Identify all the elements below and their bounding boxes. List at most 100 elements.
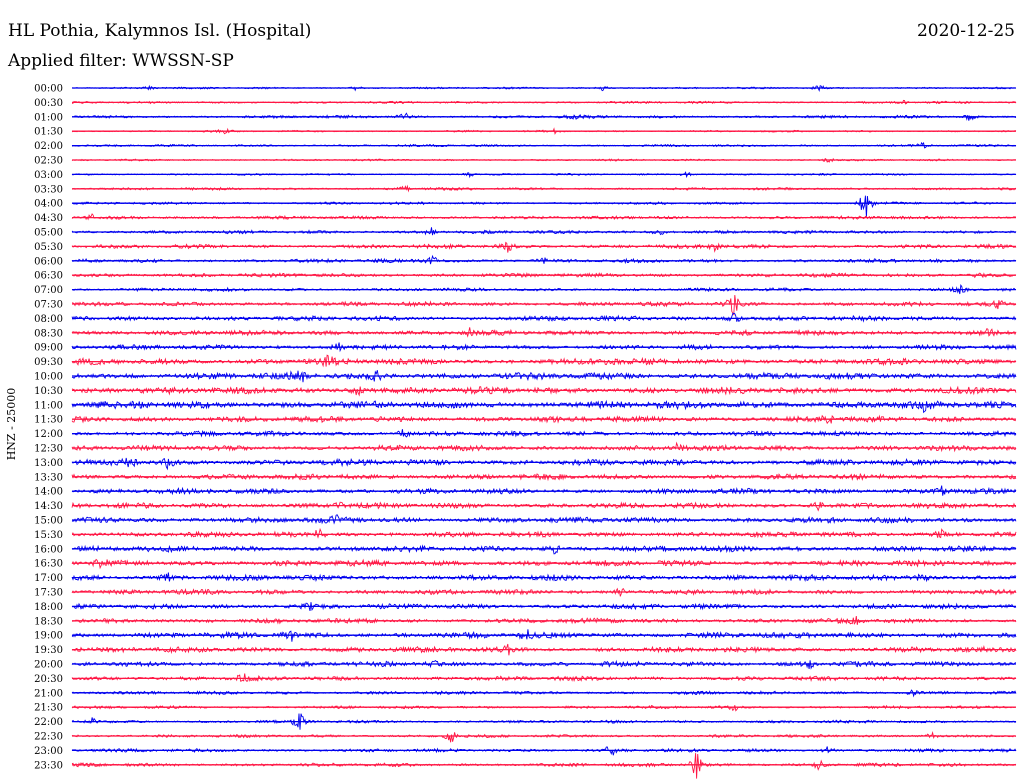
- record-date: 2020-12-25: [916, 21, 1015, 41]
- time-tick-label: 05:00: [34, 228, 63, 239]
- seismic-trace-line: [71, 441, 1017, 453]
- time-tick-label: 03:30: [34, 184, 63, 195]
- seismic-trace-line: [71, 713, 1017, 730]
- seismic-trace-line: [71, 272, 1017, 279]
- seismic-trace-line: [71, 643, 1017, 656]
- time-tick-label: 14:00: [34, 487, 63, 498]
- time-tick-label: 07:30: [34, 300, 63, 311]
- time-tick-label: 23:00: [34, 746, 63, 757]
- time-tick-label: 23:30: [34, 760, 63, 771]
- seismic-trace-line: [71, 213, 1016, 221]
- seismic-trace-line: [71, 704, 1016, 712]
- seismic-trace-line: [71, 572, 1017, 583]
- time-tick-label: 16:30: [34, 559, 63, 570]
- seismic-trace-line: [71, 616, 1017, 625]
- time-tick-label: 09:30: [34, 357, 63, 368]
- seismic-trace-line: [71, 501, 1017, 512]
- time-tick-label: 16:00: [34, 544, 63, 555]
- time-tick-label: 22:30: [34, 732, 63, 743]
- seismic-trace-line: [71, 241, 1017, 253]
- time-tick-label: 17:30: [34, 588, 63, 599]
- seismic-trace-line: [71, 429, 1017, 438]
- seismic-trace-line: [71, 171, 1017, 179]
- time-tick-label: 15:30: [34, 530, 63, 541]
- time-tick-label: 01:00: [34, 112, 63, 123]
- seismic-trace-line: [71, 370, 1017, 383]
- time-tick-label: 11:30: [34, 415, 63, 426]
- seismic-trace-line: [71, 659, 1017, 670]
- seismic-trace-line: [71, 385, 1017, 397]
- time-tick-label: 02:30: [34, 156, 63, 167]
- seismic-trace-line: [71, 283, 1017, 295]
- time-tick-label: 08:00: [34, 314, 63, 325]
- seismic-trace-line: [71, 141, 1017, 149]
- seismic-trace-line: [71, 457, 1017, 471]
- time-tick-label: 20:00: [34, 660, 63, 671]
- seismic-trace-line: [71, 673, 1017, 682]
- time-tick-label: 04:30: [34, 213, 63, 224]
- seismic-trace-line: [71, 689, 1017, 698]
- seismic-trace-line: [71, 184, 1017, 193]
- seismic-trace-line: [71, 295, 1017, 316]
- time-tick-label: 18:00: [34, 602, 63, 613]
- seismic-trace-line: [71, 753, 1017, 779]
- time-tick-label: 21:00: [34, 688, 63, 699]
- seismic-trace-line: [71, 485, 1017, 496]
- time-tick-label: 00:00: [34, 84, 63, 95]
- seismic-trace-line: [72, 99, 1017, 105]
- time-tick-label: 22:00: [34, 717, 63, 728]
- time-tick-label: 10:00: [34, 372, 63, 383]
- seismic-trace-line: [71, 629, 1017, 642]
- time-tick-label: 19:00: [34, 631, 63, 642]
- time-tick-label: 07:00: [34, 285, 63, 296]
- time-tick-label: 15:00: [34, 516, 63, 527]
- time-tick-label: 09:00: [34, 343, 63, 354]
- time-tick-label: 12:00: [34, 429, 63, 440]
- time-tick-label: 01:30: [34, 127, 63, 138]
- time-tick-label: 03:00: [34, 170, 63, 181]
- seismic-trace-line: [71, 544, 1017, 555]
- seismic-trace-line: [71, 84, 1017, 92]
- seismic-trace-line: [71, 558, 1017, 570]
- seismic-trace-line: [71, 730, 1017, 743]
- time-tick-label: 04:00: [34, 199, 63, 210]
- seismic-trace-line: [71, 157, 1017, 163]
- seismic-trace-line: [71, 254, 1017, 265]
- seismic-trace-line: [71, 602, 1017, 612]
- time-tick-label: 02:00: [34, 141, 63, 152]
- time-tick-label: 18:30: [34, 616, 63, 627]
- seismic-trace-line: [71, 327, 1017, 338]
- time-tick-label: 13:00: [34, 458, 63, 469]
- seismic-trace-line: [71, 195, 1017, 218]
- seismic-trace-line: [71, 514, 1017, 525]
- time-tick-label: 00:30: [34, 98, 63, 109]
- time-tick-label: 10:30: [34, 386, 63, 397]
- seismic-trace-line: [71, 472, 1017, 482]
- time-tick-label: 06:30: [34, 271, 63, 282]
- time-tick-label: 17:00: [34, 573, 63, 584]
- time-tick-label: 19:30: [34, 645, 63, 656]
- seismic-trace-line: [71, 746, 1017, 756]
- time-tick-label: 20:30: [34, 674, 63, 685]
- time-tick-label: 06:00: [34, 256, 63, 267]
- seismic-trace-line: [71, 342, 1017, 353]
- time-tick-label: 05:30: [34, 242, 63, 253]
- time-tick-label: 11:00: [34, 400, 63, 411]
- seismic-trace-line: [71, 527, 1017, 539]
- time-tick-label: 21:30: [34, 703, 63, 714]
- filter-label: Applied filter: WWSSN-SP: [8, 51, 234, 71]
- time-tick-label: 14:30: [34, 501, 63, 512]
- station-title: HL Pothia, Kalymnos Isl. (Hospital): [8, 21, 312, 41]
- seismic-trace-line: [71, 227, 1017, 236]
- seismic-trace-line: [71, 127, 1017, 135]
- seismic-trace-line: [71, 399, 1017, 414]
- seismic-trace-line: [71, 112, 1017, 121]
- time-tick-label: 12:30: [34, 444, 63, 455]
- seismic-trace-line: [71, 312, 1017, 323]
- time-tick-label: 13:30: [34, 472, 63, 483]
- seismic-trace-line: [71, 587, 1017, 597]
- seismic-trace-line: [71, 354, 1017, 368]
- time-tick-label: 08:30: [34, 328, 63, 339]
- seismic-trace-line: [71, 414, 1017, 425]
